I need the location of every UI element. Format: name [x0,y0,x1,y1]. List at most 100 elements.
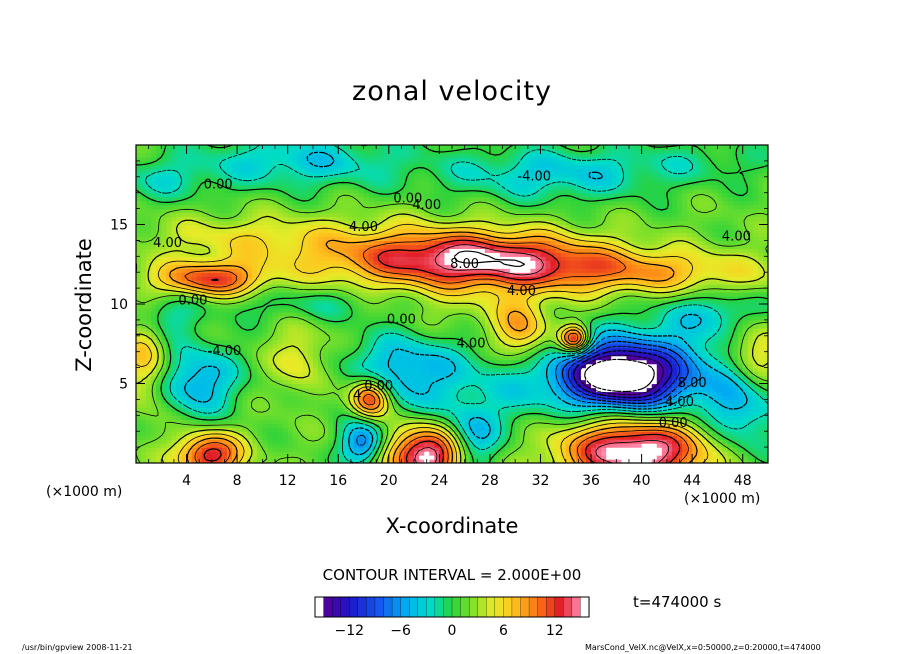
field-cell [626,415,633,420]
field-cell [742,351,749,357]
field-cell [146,443,152,448]
field-cell [292,343,299,349]
field-cell [611,304,617,309]
field-cell [692,311,698,317]
field-cell [201,431,208,436]
field-cell [535,351,542,357]
field-cell [166,443,172,448]
field-cell [186,375,193,381]
field-cell [606,355,612,361]
field-cell [500,375,506,381]
field-cell [206,395,213,401]
field-cell [232,455,238,460]
field-cell [666,427,673,432]
field-cell [287,415,294,420]
field-cell [429,423,435,428]
field-cell [141,419,147,424]
field-cell [191,315,198,321]
field-cell [555,447,562,452]
field-cell [227,395,233,401]
field-cell [762,379,768,385]
field-cell [489,355,496,361]
field-cell [307,435,314,440]
field-cell [641,304,648,309]
field-cell [262,323,269,329]
field-cell [631,351,638,357]
field-cell [181,459,188,463]
field-cell [626,431,633,436]
field-cell [333,403,339,408]
field-cell [363,304,370,309]
field-cell [500,391,506,397]
field-cell [530,339,537,345]
field-cell [393,431,400,436]
field-cell [201,439,208,444]
field-cell [545,407,552,412]
field-cell [176,455,183,460]
field-cell [762,339,768,345]
field-cell [414,371,420,377]
field-cell [151,435,157,440]
field-cell [302,371,309,377]
field-cell [297,395,304,401]
field-cell [257,459,263,463]
field-cell [545,431,552,436]
field-cell [697,395,703,401]
field-cell [206,435,213,440]
field-cell [545,359,552,365]
field-cell [525,403,531,408]
field-cell [403,323,410,329]
field-cell [580,443,587,448]
field-cell [439,351,446,357]
field-cell [732,435,739,440]
field-cell [171,339,178,345]
field-cell [762,391,768,397]
field-cell [616,323,622,329]
field-cell [307,423,314,428]
field-cell [429,351,435,357]
field-cell [479,403,486,408]
field-cell [196,363,203,369]
field-cell [247,319,253,325]
field-cell [307,411,314,416]
field-cell [464,427,471,432]
field-cell [737,419,744,424]
field-cell [151,319,157,325]
field-cell [242,347,248,353]
field-cell [666,355,673,361]
field-cell [343,391,349,397]
field-cell [328,459,334,463]
field-cell [479,399,486,404]
field-cell [692,327,698,333]
field-cell [237,331,243,337]
field-cell [727,307,734,313]
field-cell [151,431,157,436]
field-cell [307,399,314,404]
field-cell [403,315,410,321]
field-cell [419,335,425,341]
field-cell [287,459,294,463]
field-cell [626,315,633,321]
field-cell [141,383,147,389]
field-cell [494,403,501,408]
field-cell [530,307,537,313]
field-cell [484,447,491,452]
field-cell [707,339,713,345]
field-cell [403,311,410,317]
field-cell [302,355,309,361]
field-cell [494,331,501,337]
field-cell [469,304,476,309]
field-cell [242,399,248,404]
field-cell [156,395,162,401]
field-cell [757,351,764,357]
field-cell [312,455,319,460]
field-cell [353,399,360,404]
field-cell [358,395,365,401]
field-cell [237,387,243,393]
field-cell [621,399,628,404]
field-cell [403,375,410,381]
field-cell [388,307,395,313]
field-cell [474,399,481,404]
field-cell [591,407,597,412]
field-cell [464,319,471,325]
